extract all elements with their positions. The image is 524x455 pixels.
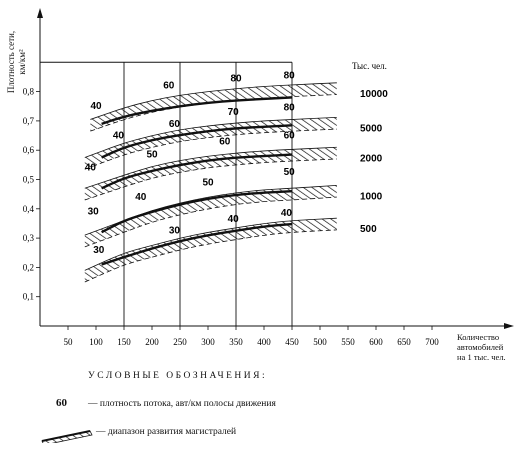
- series-line-10000: [101, 96, 293, 125]
- flow-label-1000-0: 30: [88, 207, 100, 218]
- x-tick-label-250: 250: [173, 337, 187, 347]
- lines-group: [101, 96, 293, 266]
- x-axis-arrow: [504, 323, 514, 329]
- flow-label-10000-3: 80: [284, 70, 296, 81]
- x-tick-label-300: 300: [201, 337, 215, 347]
- flow-label-5000-0: 40: [113, 130, 125, 141]
- x-tick-label-100: 100: [89, 337, 103, 347]
- series-label-10000: 10000: [360, 89, 388, 100]
- band-bottom-edge-5000: [84, 128, 337, 170]
- y-tick-label-0,3: 0,3: [23, 233, 35, 243]
- legend-flow-number: 60: [56, 397, 67, 409]
- legend-title: УСЛОВНЫЕ ОБОЗНАЧЕНИЯ:: [88, 371, 268, 381]
- flow-label-10000-0: 40: [90, 101, 102, 112]
- flow-label-1000-1: 40: [135, 192, 147, 203]
- x-tick-label-450: 450: [285, 337, 299, 347]
- legend-flow-text: — плотность потока, авт/км полосы движен…: [88, 399, 276, 409]
- x-tick-label-150: 150: [117, 337, 131, 347]
- legend-band-swatch: [41, 430, 93, 443]
- band-top-edge-5000: [84, 116, 337, 158]
- legend-band-text: — диапазон развития магистралей: [96, 427, 237, 437]
- flow-label-500-2: 40: [228, 214, 240, 225]
- x-tick-label-200: 200: [145, 337, 159, 347]
- flow-label-1000-3: 50: [284, 167, 296, 178]
- series-label-500: 500: [360, 224, 377, 235]
- y-tick-label-0,8: 0,8: [23, 87, 35, 97]
- series-line-5000: [101, 124, 293, 159]
- x-tick-label-700: 700: [425, 337, 439, 347]
- band-5000: [84, 117, 337, 170]
- flow-label-500-1: 30: [169, 226, 181, 237]
- x-axis-label: Количество автомобилей на 1 тыс. чел.: [457, 332, 521, 362]
- series-label-2000: 2000: [360, 153, 383, 164]
- flow-label-2000-3: 60: [284, 130, 296, 141]
- x-tick-label-600: 600: [369, 337, 383, 347]
- series-line-1000: [101, 190, 293, 234]
- band-top-edge-10000: [90, 82, 337, 120]
- flow-label-5000-2: 70: [228, 107, 240, 118]
- band-bottom-edge-2000: [84, 158, 337, 201]
- x-tick-label-400: 400: [257, 337, 271, 347]
- flow-label-10000-1: 60: [163, 81, 175, 92]
- series-label-1000: 1000: [360, 191, 383, 202]
- series-line-2000: [101, 153, 293, 190]
- y-tick-label-0,4: 0,4: [23, 204, 35, 214]
- series-header: Тыс. чел.: [352, 61, 387, 71]
- flow-label-2000-2: 60: [219, 136, 231, 147]
- flow-label-2000-0: 40: [85, 163, 97, 174]
- axes-group: 50 100 150 200 250 300 350 400 450 500 550 600 650 70…: [23, 8, 514, 347]
- y-axis-label-line2: км/км²: [17, 49, 27, 75]
- flow-label-2000-1: 50: [146, 150, 158, 161]
- x-tick-label-500: 500: [313, 337, 327, 347]
- y-axis-label: Плотность сети, км/км²: [6, 12, 36, 112]
- y-tick-label-0,6: 0,6: [23, 145, 35, 155]
- y-axis-arrow: [37, 8, 43, 18]
- flow-label-500-0: 30: [93, 245, 105, 256]
- y-tick-label-0,2: 0,2: [23, 262, 34, 272]
- x-tick-label-550: 550: [341, 337, 355, 347]
- series-line-500: [101, 222, 293, 266]
- x-axis-label-line2: автомобилей: [457, 342, 504, 352]
- series-label-5000: 5000: [360, 123, 383, 134]
- labels-group: Тыс. чел. 500 30 30 40 40 1000 30 40 50 50 2000 40 50…: [85, 61, 388, 256]
- band-10000: [90, 82, 337, 132]
- flow-label-5000-1: 60: [169, 119, 181, 130]
- band-top-edge-2000: [84, 146, 337, 189]
- y-tick-label-0,1: 0,1: [23, 292, 34, 302]
- flow-label-10000-2: 80: [230, 73, 242, 84]
- flow-label-5000-3: 80: [284, 103, 296, 114]
- x-tick-label-50: 50: [64, 337, 74, 347]
- band-bottom-edge-500: [84, 229, 337, 283]
- x-tick-label-650: 650: [397, 337, 411, 347]
- x-axis-label-line1: Количество: [457, 332, 500, 342]
- band-bottom-edge-1000: [84, 196, 337, 248]
- flow-label-500-3: 40: [281, 208, 293, 219]
- y-tick-label-0,7: 0,7: [23, 116, 35, 126]
- x-axis-label-line3: на 1 тыс. чел.: [457, 352, 506, 362]
- band-top-edge-500: [84, 217, 337, 271]
- band-2000: [84, 147, 337, 201]
- x-tick-label-350: 350: [229, 337, 243, 347]
- y-tick-label-0,5: 0,5: [23, 175, 35, 185]
- flow-label-1000-2: 50: [202, 177, 214, 188]
- y-axis-label-line1: Плотность сети,: [6, 30, 16, 94]
